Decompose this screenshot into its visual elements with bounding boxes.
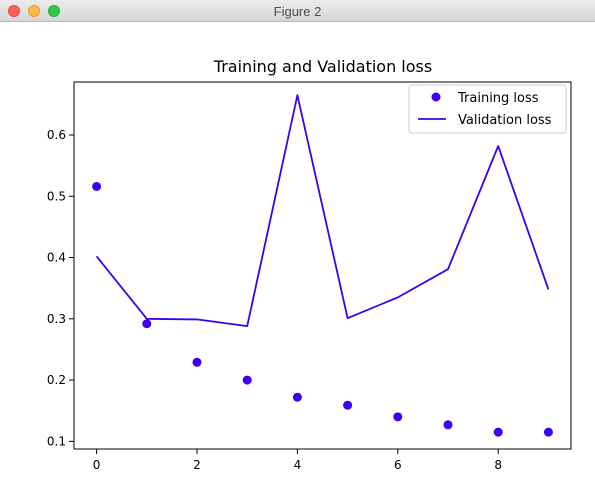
y-tick-label: 0.1 (47, 434, 66, 448)
y-tick-label: 0.6 (47, 128, 66, 142)
legend-label-validation-loss: Validation loss (458, 113, 552, 128)
plot-area-frame (73, 81, 572, 450)
title-bar[interactable]: Figure 2 (0, 0, 595, 22)
training-loss-point (393, 412, 403, 422)
loss-chart: Training and Validation loss 0 2 4 6 8 0.1 0.2… (47, 57, 572, 472)
figure-canvas: Training and Validation loss 0 2 4 6 8 0.1 0.2… (0, 23, 595, 488)
training-loss-point (543, 427, 553, 437)
x-tick-label: 2 (193, 458, 201, 472)
zoom-window-button[interactable] (48, 5, 60, 17)
y-tick-label: 0.3 (47, 312, 66, 326)
training-loss-point (92, 181, 102, 191)
axes-ticks: 0 2 4 6 8 0.1 0.2 0.3 0.4 0.5 0.6 (47, 128, 502, 472)
training-loss-point (493, 427, 503, 437)
legend-frame (408, 84, 567, 134)
y-tick-label: 0.4 (47, 251, 66, 265)
training-loss-point (292, 392, 302, 402)
x-tick-label: 0 (93, 458, 101, 472)
x-tick-label: 6 (394, 458, 402, 472)
x-tick-label: 8 (494, 458, 502, 472)
x-tick-label: 4 (294, 458, 302, 472)
training-loss-point (142, 319, 152, 329)
data-marks (92, 94, 553, 437)
validation-loss-line (95, 94, 550, 328)
training-loss-point (343, 400, 353, 410)
training-loss-point (192, 357, 202, 367)
chart-title: Training and Validation loss (213, 57, 432, 76)
y-tick-label: 0.5 (47, 189, 66, 203)
y-tick-label: 0.2 (47, 373, 66, 387)
legend-marker-training-loss (431, 92, 441, 102)
training-loss-point (242, 375, 252, 385)
training-loss-point (443, 420, 453, 430)
legend: Training loss Validation loss (408, 84, 567, 134)
minimize-window-button[interactable] (28, 5, 40, 17)
window-title: Figure 2 (273, 4, 322, 19)
close-window-button[interactable] (8, 5, 20, 17)
legend-label-training-loss: Training loss (457, 91, 539, 106)
